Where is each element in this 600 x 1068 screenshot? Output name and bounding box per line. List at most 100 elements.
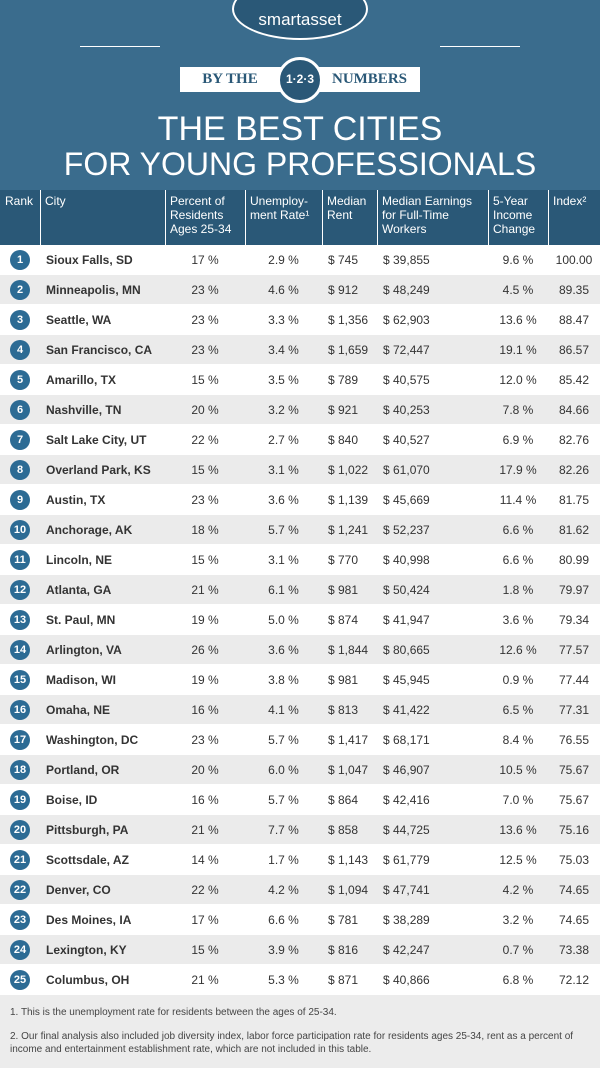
- row-background: [0, 335, 600, 365]
- table-cell: 16 %: [191, 793, 219, 807]
- rank-circle: [10, 640, 30, 660]
- table-cell: $ 858: [328, 823, 359, 837]
- row-background: [0, 965, 600, 995]
- footnote: 2. Our final analysis also included job …: [10, 1031, 574, 1055]
- badge-right: NUMBERS: [331, 71, 407, 87]
- table-cell: 81.75: [558, 493, 590, 507]
- rank-number: 22: [13, 884, 27, 896]
- table-cell: 77.44: [558, 673, 590, 687]
- row-background: [0, 545, 600, 575]
- table-cell: 3.5 %: [268, 373, 299, 387]
- row-background: [0, 755, 600, 785]
- row-background: [0, 605, 600, 635]
- table-cell: $ 52,237: [383, 523, 430, 537]
- table-cell: 75.16: [558, 823, 590, 837]
- table-cell: 19 %: [191, 613, 219, 627]
- table-cell: $ 1,417: [328, 733, 369, 747]
- table-cell: 6.6 %: [268, 913, 299, 927]
- table-cell: 21 %: [191, 973, 219, 987]
- row-background: [0, 395, 600, 425]
- title-line: THE BEST CITIES: [157, 110, 443, 148]
- table-cell: 15 %: [191, 553, 219, 567]
- city-name: Pittsburgh, PA: [46, 823, 129, 837]
- table-cell: $ 40,866: [383, 973, 430, 987]
- table-cell: $ 789: [328, 373, 359, 387]
- rank-number: 21: [13, 854, 27, 866]
- table-cell: 23 %: [191, 733, 219, 747]
- table-cell: $ 46,907: [383, 763, 430, 777]
- rank-number: 10: [13, 524, 27, 536]
- city-name: Portland, OR: [46, 763, 120, 777]
- rank-number: 3: [16, 314, 24, 326]
- table-cell: $ 42,416: [383, 793, 430, 807]
- table-cell: 19.1 %: [499, 343, 537, 357]
- table-cell: 6.6 %: [502, 553, 534, 567]
- table-cell: $ 41,947: [383, 613, 430, 627]
- table-cell: $ 912: [328, 283, 359, 297]
- table-cell: 1.7 %: [268, 853, 299, 867]
- table-cell: 82.76: [558, 433, 590, 447]
- table-cell: 75.67: [558, 763, 590, 777]
- city-name: Scottsdale, AZ: [46, 853, 129, 867]
- badge-circle: [277, 57, 323, 103]
- footnote-band: [0, 995, 600, 1068]
- rank-circle: [10, 580, 30, 600]
- table-cell: 100.00: [555, 253, 593, 267]
- table-cell: 12.6 %: [499, 643, 537, 657]
- table-cell: 7.0 %: [502, 793, 534, 807]
- rule: [80, 46, 160, 47]
- row-background: [0, 725, 600, 755]
- rank-number: 19: [13, 794, 27, 806]
- table-cell: $ 871: [328, 973, 359, 987]
- rank-number: 13: [13, 614, 27, 626]
- column-header: Median Earnings for Full-Time Workers: [382, 194, 473, 236]
- logo: smartasset: [258, 10, 342, 29]
- rank-number: 4: [16, 344, 24, 356]
- table-cell: $ 874: [328, 613, 359, 627]
- rank-circle: [10, 310, 30, 330]
- table-cell: $ 50,424: [383, 583, 430, 597]
- footnote: 1. This is the unemployment rate for res…: [10, 1007, 337, 1018]
- table-cell: 77.31: [558, 703, 590, 717]
- table-cell: 1.8 %: [502, 583, 534, 597]
- table-cell: 2.7 %: [268, 433, 299, 447]
- table-cell: $ 1,047: [328, 763, 369, 777]
- table-cell: 2.9 %: [268, 253, 299, 267]
- city-name: Austin, TX: [46, 493, 106, 507]
- city-name: Washington, DC: [46, 733, 139, 747]
- table-cell: $ 781: [328, 913, 359, 927]
- table-cell: 19 %: [191, 673, 219, 687]
- table-cell: $ 80,665: [383, 643, 430, 657]
- table-cell: 81.62: [558, 523, 590, 537]
- rank-circle: [10, 490, 30, 510]
- table-cell: 85.42: [558, 373, 590, 387]
- column-header: Median Rent: [327, 194, 367, 222]
- table-cell: 89.35: [558, 283, 590, 297]
- rank-circle: [10, 880, 30, 900]
- city-name: Columbus, OH: [46, 973, 130, 987]
- city-name: San Francisco, CA: [46, 343, 153, 357]
- row-background: [0, 245, 600, 275]
- table-cell: 15 %: [191, 463, 219, 477]
- table-cell: 17.9 %: [499, 463, 537, 477]
- table-cell: $ 45,669: [383, 493, 430, 507]
- table-cell: 13.6 %: [499, 823, 537, 837]
- table-cell: 0.9 %: [502, 673, 534, 687]
- row-background: [0, 815, 600, 845]
- table-cell: 23 %: [191, 493, 219, 507]
- table-cell: 17 %: [191, 253, 219, 267]
- table-cell: $ 40,253: [383, 403, 430, 417]
- table-cell: 10.5 %: [499, 763, 537, 777]
- table-cell: $ 813: [328, 703, 359, 717]
- table-cell: 11.4 %: [499, 493, 537, 507]
- rank-circle: [10, 790, 30, 810]
- table-cell: 14 %: [191, 853, 219, 867]
- table-cell: 3.2 %: [502, 913, 534, 927]
- table-cell: $ 864: [328, 793, 359, 807]
- table-cell: 6.9 %: [502, 433, 534, 447]
- header-band: smartasset BY THE NUMBERS 1·2·3 THE BEST…: [0, 0, 600, 190]
- table-cell: 4.6 %: [268, 283, 299, 297]
- rank-circle: [10, 370, 30, 390]
- rank-number: 2: [16, 284, 24, 296]
- row-background: [0, 305, 600, 335]
